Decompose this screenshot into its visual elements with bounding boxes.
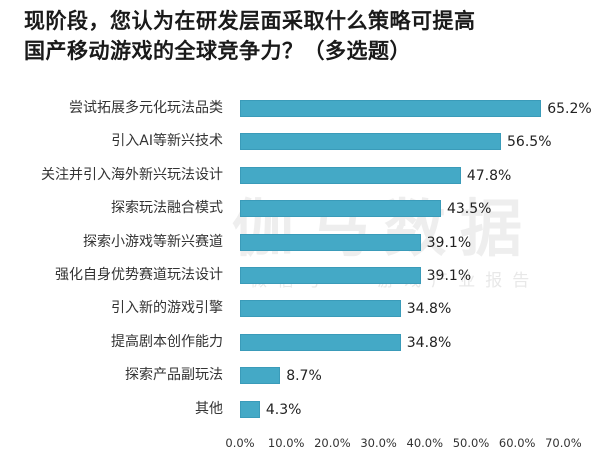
bar — [240, 333, 401, 351]
value-label: 34.8% — [406, 301, 452, 318]
category-label: 探索玩法融合模式 — [111, 200, 223, 217]
category-label: 关注并引入海外新兴玩法设计 — [41, 166, 223, 183]
value-label: 47.8% — [466, 167, 512, 184]
bar-row: 探索玩法融合模式 43.5% — [0, 200, 600, 218]
x-axis-tick-label: 40.0% — [406, 436, 444, 450]
bar-row: 提高剧本创作能力 34.8% — [0, 333, 600, 351]
bar — [240, 367, 281, 385]
bar-row: 探索产品副玩法 8.7% — [0, 367, 600, 385]
bar — [240, 267, 421, 284]
x-axis-tick-label: 30.0% — [360, 436, 397, 450]
x-axis-tick-label: 20.0% — [314, 436, 351, 450]
value-label: 43.5% — [446, 201, 492, 218]
x-axis-tick-label: 60.0% — [498, 436, 536, 450]
x-axis-tick-label: 0.0% — [225, 436, 255, 450]
bar-row: 探索小游戏等新兴赛道 39.1% — [0, 233, 600, 251]
bar — [240, 300, 401, 318]
x-axis-tick-label: 10.0% — [267, 436, 305, 450]
category-label: 引入新的游戏引擎 — [111, 300, 223, 317]
category-label: 强化自身优势赛道玩法设计 — [55, 267, 223, 283]
category-label: 探索小游戏等新兴赛道 — [83, 233, 223, 250]
x-axis-tick-label: 70.0% — [545, 436, 582, 450]
category-label: 引入AI等新兴技术 — [111, 133, 223, 150]
bar — [240, 200, 441, 218]
x-axis-tick-label: 50.0% — [452, 436, 490, 450]
bar-row: 其他 4.3% — [0, 400, 600, 418]
chart-title-line-1: 现阶段，您认为在研发层面采取什么策略可提高 — [24, 9, 476, 33]
bar-row: 关注并引入海外新兴玩法设计 47.8% — [0, 166, 600, 184]
chart-title: 现阶段，您认为在研发层面采取什么策略可提高 国产移动游戏的全球竞争力？（多选题） — [24, 6, 584, 66]
value-label: 34.8% — [406, 334, 452, 351]
chart-title-line-2: 国产移动游戏的全球竞争力？（多选题） — [24, 39, 411, 63]
category-label: 提高剧本创作能力 — [111, 333, 223, 350]
bar — [240, 166, 461, 184]
category-label: 尝试拓展多元化玩法品类 — [69, 100, 223, 116]
bar-row: 引入新的游戏引擎 34.8% — [0, 300, 600, 318]
bar — [240, 100, 542, 117]
bar-row: 尝试拓展多元化玩法品类 65.2% — [0, 100, 600, 117]
value-label: 4.3% — [265, 401, 302, 418]
category-label: 其他 — [195, 400, 223, 417]
value-label: 8.7% — [286, 368, 322, 385]
value-label: 39.1% — [426, 234, 472, 251]
bar — [240, 233, 421, 251]
bar — [240, 400, 260, 418]
value-label: 65.2% — [547, 101, 592, 117]
bar-row: 引入AI等新兴技术 56.5% — [0, 133, 600, 151]
value-label: 39.1% — [426, 268, 472, 284]
bar — [240, 133, 502, 151]
value-label: 56.5% — [507, 134, 552, 151]
category-label: 探索产品副玩法 — [125, 367, 223, 384]
bar-row: 强化自身优势赛道玩法设计 39.1% — [0, 267, 600, 284]
